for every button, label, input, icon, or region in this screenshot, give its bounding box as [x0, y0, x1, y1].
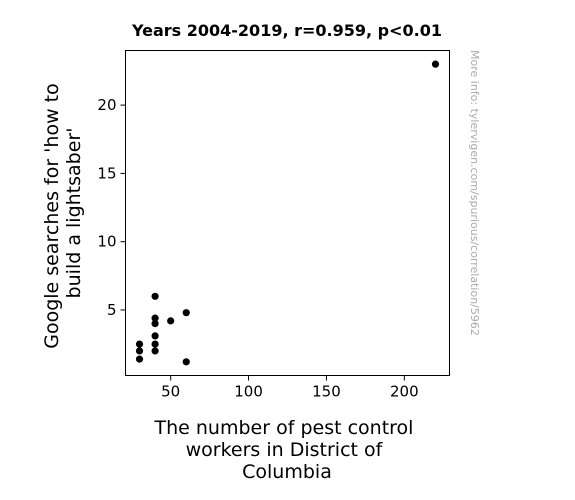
y-axis-label: Google searches for 'how to build a ligh… — [41, 77, 85, 349]
x-axis-label-line-2: workers in District of — [186, 439, 384, 461]
x-axis-label: The number of pest control workers in Di… — [154, 417, 420, 483]
x-axis-ticks: 50 100 150 200 — [161, 375, 419, 401]
y-axis-label-line-2: build a lightsaber' — [63, 128, 85, 299]
source-note: More info: tylervigen.com/spurious/corre… — [468, 50, 481, 336]
data-points — [135, 60, 440, 366]
x-tick-label-50: 50 — [161, 383, 180, 401]
data-point-7 — [151, 332, 159, 340]
data-point-13 — [431, 60, 440, 68]
data-point-10 — [167, 317, 175, 325]
y-tick-label-15: 15 — [97, 164, 116, 182]
y-axis-ticks: 5 10 15 20 — [97, 96, 126, 319]
plot-area — [125, 50, 450, 376]
y-tick-label-5: 5 — [107, 301, 117, 319]
data-point-3 — [135, 355, 144, 363]
data-point-5 — [151, 314, 159, 322]
x-tick-label-200: 200 — [390, 383, 419, 401]
data-point-1 — [135, 340, 144, 348]
y-tick-label-10: 10 — [97, 233, 116, 251]
data-point-6 — [151, 320, 159, 328]
data-point-8 — [151, 340, 159, 348]
data-point-11 — [182, 309, 190, 317]
data-point-2 — [135, 347, 144, 355]
data-point-9 — [151, 347, 159, 355]
x-axis-label-line-3: Columbia — [242, 461, 332, 483]
data-point-4 — [151, 292, 159, 300]
x-tick-label-100: 100 — [234, 383, 263, 401]
y-tick-label-20: 20 — [97, 96, 116, 114]
chart-title: Years 2004-2019, r=0.959, p<0.01 — [131, 21, 442, 40]
x-tick-label-150: 150 — [312, 383, 341, 401]
y-axis-label-line-1: Google searches for 'how to — [41, 83, 63, 349]
x-axis-label-line-1: The number of pest control — [154, 417, 414, 439]
data-point-12 — [182, 358, 190, 366]
